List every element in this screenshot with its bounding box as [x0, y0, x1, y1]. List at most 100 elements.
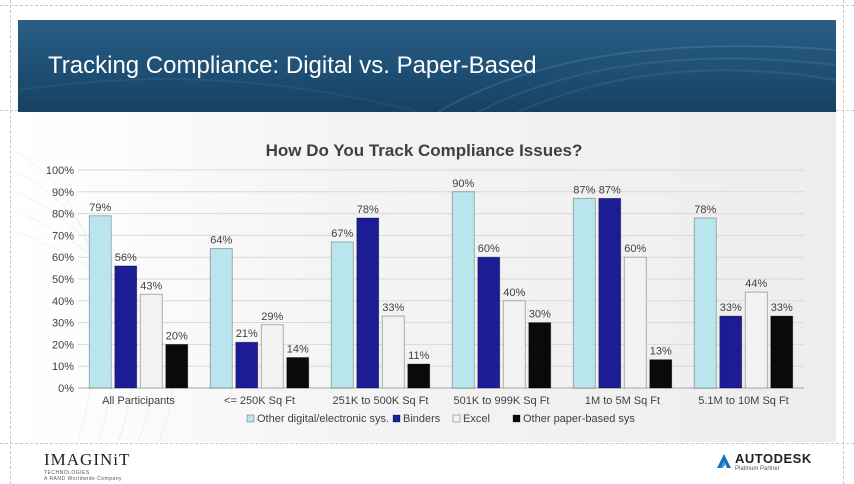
- bar: [114, 265, 138, 389]
- y-tick-label: 20%: [52, 339, 74, 351]
- bar: [744, 291, 768, 389]
- y-axis: 0% 10% 20% 30% 40% 50% 60% 70% 80% 90% 100%: [46, 165, 74, 395]
- data-label: 29%: [261, 311, 283, 323]
- bar: [528, 322, 552, 389]
- data-label: 44%: [745, 278, 767, 290]
- legend-label: Other digital/electronic sys.: [257, 413, 389, 425]
- data-label: 11%: [408, 350, 429, 362]
- data-label: 78%: [694, 204, 716, 216]
- bar: [165, 343, 189, 389]
- data-labels: 79% 56% 43% 20% 64% 21%29% 14% 67% 78% 33% 11% 90% 6…: [89, 178, 793, 362]
- y-tick-label: 70%: [52, 230, 74, 242]
- data-label: 33%: [382, 302, 404, 314]
- legend: Other digital/electronic sys. Binders Exce…: [246, 413, 635, 425]
- data-label: 64%: [210, 234, 232, 246]
- bar: [598, 197, 622, 389]
- bar: [623, 256, 647, 389]
- guide-line-left: [10, 0, 11, 484]
- legend-label: Excel: [463, 413, 490, 425]
- compliance-chart: How Do You Track Compliance Issues? 0% 10…: [18, 141, 804, 442]
- guide-line-lower: [0, 443, 854, 444]
- bar: [451, 191, 475, 389]
- autodesk-sub: Platinum Partner: [735, 466, 780, 472]
- x-tick-label: 5.1M to 10M Sq Ft: [698, 395, 788, 407]
- y-tick-label: 40%: [52, 296, 74, 308]
- legend-item: Other digital/electronic sys.: [246, 413, 389, 425]
- bar: [477, 256, 501, 389]
- legend-swatch: [512, 414, 521, 423]
- bar: [235, 341, 259, 389]
- legend-item: Other paper-based sys: [512, 413, 635, 425]
- bars: [88, 191, 794, 389]
- data-label: 87%: [599, 184, 621, 196]
- x-axis: All Participants <= 250K Sq Ft 251K to 500…: [102, 395, 789, 407]
- data-label: 33%: [771, 302, 793, 314]
- chart-title: How Do You Track Compliance Issues?: [266, 141, 583, 160]
- x-tick-label: All Participants: [102, 395, 175, 407]
- bar: [286, 357, 310, 389]
- legend-swatch: [452, 414, 461, 423]
- data-label: 56%: [115, 252, 137, 264]
- bar: [381, 315, 405, 389]
- data-label: 87%: [573, 184, 595, 196]
- imaginit-name: IMAGINiT: [44, 450, 131, 469]
- data-label: 20%: [166, 330, 188, 342]
- legend-label: Other paper-based sys: [523, 413, 635, 425]
- bar: [330, 241, 354, 389]
- bar: [209, 248, 233, 389]
- title-banner: Tracking Compliance: Digital vs. Paper-B…: [18, 20, 836, 112]
- data-label: 79%: [89, 202, 111, 214]
- guide-line-right: [843, 0, 844, 484]
- slide-title: Tracking Compliance: Digital vs. Paper-B…: [48, 52, 537, 79]
- bar: [139, 293, 163, 389]
- bar: [649, 359, 673, 389]
- bar: [260, 324, 284, 389]
- legend-item: Binders: [392, 413, 441, 425]
- gridlines: [78, 169, 804, 389]
- y-tick-label: 10%: [52, 361, 74, 373]
- y-tick-label: 80%: [52, 209, 74, 221]
- autodesk-icon: [717, 454, 731, 468]
- bar: [356, 217, 380, 389]
- data-label: 60%: [478, 243, 500, 255]
- bar: [770, 315, 794, 389]
- autodesk-name: AUTODESK: [735, 451, 812, 466]
- data-label: 78%: [357, 204, 379, 216]
- y-tick-label: 90%: [52, 187, 74, 199]
- y-tick-label: 0%: [58, 383, 74, 395]
- data-label: 13%: [650, 346, 672, 358]
- legend-item: Excel: [452, 413, 490, 425]
- y-tick-label: 50%: [52, 274, 74, 286]
- imaginit-sub: A RAND Worldwide Company: [44, 476, 123, 482]
- data-label: 14%: [287, 343, 309, 355]
- bar: [88, 215, 112, 389]
- x-tick-label: <= 250K Sq Ft: [224, 395, 295, 407]
- y-tick-label: 100%: [46, 165, 74, 177]
- data-label: 43%: [140, 280, 162, 292]
- imaginit-logo: IMAGINiT TECHNOLOGIES A RAND Worldwide C…: [44, 450, 130, 482]
- data-label: 40%: [503, 287, 525, 299]
- y-tick-label: 30%: [52, 318, 74, 330]
- bar: [572, 197, 596, 389]
- data-label: 33%: [720, 302, 742, 314]
- bar: [502, 300, 526, 389]
- legend-swatch: [246, 414, 255, 423]
- imaginit-tagline: TECHNOLOGIES: [44, 470, 90, 476]
- data-label: 30%: [529, 309, 551, 321]
- data-label: 60%: [624, 243, 646, 255]
- guide-line-top: [0, 5, 854, 6]
- banner-waves: [18, 45, 836, 112]
- x-tick-label: 501K to 999K Sq Ft: [453, 395, 549, 407]
- bar: [719, 315, 743, 389]
- legend-label: Binders: [403, 413, 441, 425]
- data-label: 90%: [452, 178, 474, 190]
- x-tick-label: 251K to 500K Sq Ft: [332, 395, 428, 407]
- data-label: 67%: [331, 228, 353, 240]
- x-tick-label: 1M to 5M Sq Ft: [585, 395, 660, 407]
- data-label: 21%: [236, 328, 258, 340]
- bar: [693, 217, 717, 389]
- y-tick-label: 60%: [52, 252, 74, 264]
- legend-swatch: [392, 414, 401, 423]
- bar: [407, 363, 431, 389]
